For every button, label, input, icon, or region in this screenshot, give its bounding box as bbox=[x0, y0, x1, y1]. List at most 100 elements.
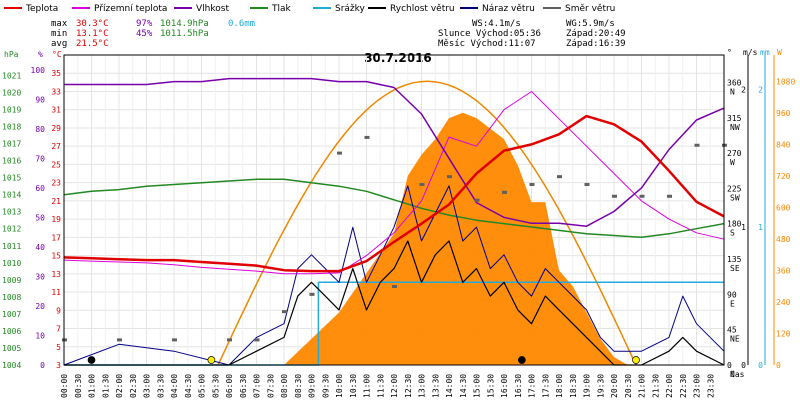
pressure-tick-label: 1014 bbox=[2, 191, 21, 200]
legend-label: Srážky bbox=[335, 4, 366, 14]
x-tick-label: 16:30 bbox=[514, 374, 523, 398]
x-tick-label: 22:00 bbox=[665, 374, 674, 398]
sun-set-stat: Západ:20:49 bbox=[566, 29, 626, 39]
max-temp: 30.3°C bbox=[76, 19, 109, 29]
moon-set-marker bbox=[87, 356, 96, 364]
x-tick-label: 23:30 bbox=[706, 374, 715, 398]
x-tick-label: 00:00 bbox=[60, 374, 69, 398]
legend-label: Náraz větru bbox=[482, 4, 535, 14]
x-tick-label: 16:00 bbox=[500, 374, 509, 398]
solar-tick-label: 840 bbox=[776, 140, 791, 149]
direction-name-label: W bbox=[730, 158, 735, 167]
wind-direction-point bbox=[254, 338, 260, 342]
wind-direction-point bbox=[529, 182, 535, 186]
x-tick-label: 14:30 bbox=[459, 374, 468, 398]
solar-tick-label: 600 bbox=[776, 203, 791, 212]
min-label: min bbox=[51, 29, 67, 39]
wind-direction-point bbox=[474, 198, 480, 202]
x-tick-label: 03:30 bbox=[156, 374, 165, 398]
min-temp: 13.1°C bbox=[76, 29, 109, 39]
x-tick-label: 00:30 bbox=[74, 374, 83, 398]
wind-gust-stat: WG:5.9m/s bbox=[566, 19, 615, 29]
max-rain: 0.6mm bbox=[228, 19, 255, 29]
humidity-tick-label: 80 bbox=[35, 125, 45, 134]
temperature-axis-label: °C bbox=[52, 50, 62, 59]
pressure-tick-label: 1008 bbox=[2, 293, 21, 302]
x-tick-label: 07:00 bbox=[253, 374, 262, 398]
humidity-tick-label: 70 bbox=[35, 154, 45, 163]
x-tick-label: 09:00 bbox=[308, 374, 317, 398]
x-tick-label: 15:30 bbox=[486, 374, 495, 398]
x-tick-label: 12:30 bbox=[404, 374, 413, 398]
wind-direction-point bbox=[337, 151, 342, 155]
temperature-tick-label: 29 bbox=[51, 124, 61, 133]
wind-tick-label: 0 bbox=[741, 361, 746, 370]
x-tick-label: 19:30 bbox=[596, 374, 605, 398]
direction-tick-label: 45 bbox=[727, 326, 737, 335]
x-tick-label: 17:00 bbox=[528, 374, 537, 398]
solar-axis-label: W bbox=[777, 48, 782, 57]
wind-direction-point bbox=[557, 175, 562, 179]
direction-tick-label: 135 bbox=[727, 255, 742, 264]
wind-tick-label: 2 bbox=[741, 85, 746, 94]
moon-set-stat: Západ:16:39 bbox=[566, 39, 626, 49]
x-tick-label: 06:00 bbox=[225, 374, 234, 398]
direction-tick-label: 270 bbox=[727, 149, 742, 158]
solar-area bbox=[64, 112, 724, 365]
series-naraz bbox=[63, 185, 725, 366]
x-tick-label: 22:30 bbox=[679, 374, 688, 398]
avg-label: avg bbox=[51, 39, 67, 49]
sun-rise-stat: Slunce Východ:05:36 bbox=[438, 29, 541, 39]
temperature-tick-label: 11 bbox=[51, 288, 61, 297]
temperature-tick-label: 27 bbox=[51, 142, 61, 151]
x-tick-label: 13:30 bbox=[431, 374, 440, 398]
temperature-tick-label: 15 bbox=[51, 252, 61, 261]
temperature-tick-label: 33 bbox=[51, 87, 61, 96]
temperature-tick-label: 23 bbox=[51, 179, 61, 188]
rain-axis-label: mm bbox=[760, 48, 770, 57]
moon-rise-marker bbox=[518, 356, 526, 364]
wind-direction-point bbox=[502, 190, 507, 194]
direction-name-label: SE bbox=[730, 264, 740, 273]
wind-direction-point bbox=[282, 310, 287, 314]
max-hum: 97% bbox=[136, 19, 153, 29]
solar-tick-label: 960 bbox=[776, 109, 791, 118]
pressure-tick-label: 1010 bbox=[2, 259, 21, 268]
x-tick-label: 12:00 bbox=[390, 374, 399, 398]
wind-direction-point bbox=[447, 175, 452, 179]
avg-temp: 21.5°C bbox=[76, 39, 109, 49]
x-tick-label: 01:00 bbox=[88, 374, 97, 398]
wind-tick-label: 1 bbox=[741, 223, 746, 232]
direction-name-label: E bbox=[730, 299, 735, 308]
x-tick-label: 20:30 bbox=[624, 374, 633, 398]
x-axis-label: čas bbox=[730, 369, 745, 379]
wind-direction-point bbox=[419, 182, 425, 186]
pressure-tick-label: 1016 bbox=[2, 157, 21, 166]
temperature-tick-label: 7 bbox=[56, 325, 61, 334]
direction-tick-label: 0 bbox=[727, 361, 732, 370]
temperature-tick-label: 17 bbox=[51, 233, 61, 242]
series-tlak bbox=[63, 178, 725, 239]
x-tick-label: 07:30 bbox=[266, 374, 275, 398]
legend-label: Přízemní teplota bbox=[94, 4, 167, 14]
pressure-tick-label: 1019 bbox=[2, 106, 21, 115]
max-label: max bbox=[51, 19, 68, 29]
min-hum: 45% bbox=[136, 29, 153, 39]
rain-tick-label: 1 bbox=[758, 223, 763, 232]
pressure-tick-label: 1021 bbox=[2, 71, 21, 80]
pressure-axis-label: hPa bbox=[4, 50, 19, 59]
series-rychlost bbox=[64, 240, 725, 366]
pressure-tick-label: 1009 bbox=[2, 276, 21, 285]
pressure-tick-label: 1020 bbox=[2, 88, 21, 97]
temperature-tick-label: 19 bbox=[51, 215, 61, 224]
x-tick-label: 17:30 bbox=[541, 374, 550, 398]
direction-name-label: N bbox=[730, 370, 735, 379]
axes: 1004100510061007100810091010101110121013… bbox=[2, 48, 795, 398]
wind-direction-point bbox=[227, 338, 232, 342]
series-teplota bbox=[63, 114, 725, 273]
temperature-tick-label: 31 bbox=[51, 106, 61, 115]
direction-name-label: NE bbox=[730, 335, 740, 344]
pressure-tick-label: 1004 bbox=[2, 361, 21, 370]
x-tick-label: 20:00 bbox=[610, 374, 619, 398]
direction-tick-label: 315 bbox=[727, 114, 742, 123]
